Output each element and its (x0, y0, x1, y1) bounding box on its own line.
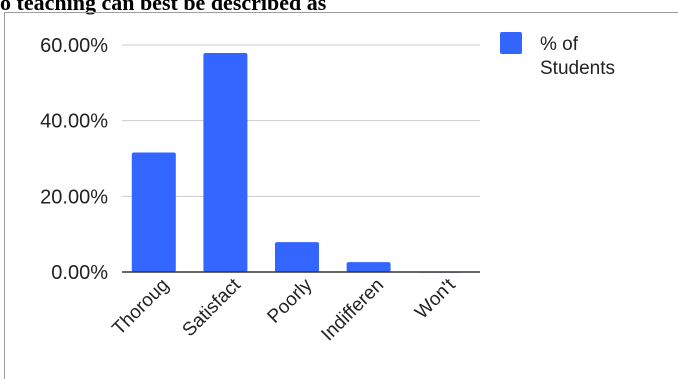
bars (131, 52, 463, 273)
y-tick-label: 20.00% (40, 186, 108, 208)
bar (275, 242, 319, 272)
bar (131, 152, 176, 272)
bar (203, 52, 248, 272)
legend: % of Students (500, 32, 615, 79)
legend-label: % of Students (540, 34, 615, 79)
y-axis-tick-labels: 0.00% 20.00% 40.00% 60.00% (40, 35, 108, 284)
category-label: Poorly (264, 274, 317, 327)
bar (346, 262, 391, 272)
category-labels: Thoroug Satisfact Poorly Indifferen Won't (108, 274, 460, 345)
category-label: Thoroug (108, 275, 173, 340)
category-label: Satisfact (179, 274, 246, 341)
y-tick-label: 60.00% (40, 35, 108, 57)
gridlines (122, 44, 480, 197)
chart-frame (4, 12, 678, 379)
y-tick-label: 40.00% (40, 111, 108, 133)
legend-swatch (500, 32, 522, 54)
category-label: Indifferen (318, 275, 389, 346)
y-tick-label: 0.00% (51, 262, 108, 284)
category-label: Won't (411, 274, 460, 323)
chart-title: o teaching can best be described as (0, 0, 327, 15)
